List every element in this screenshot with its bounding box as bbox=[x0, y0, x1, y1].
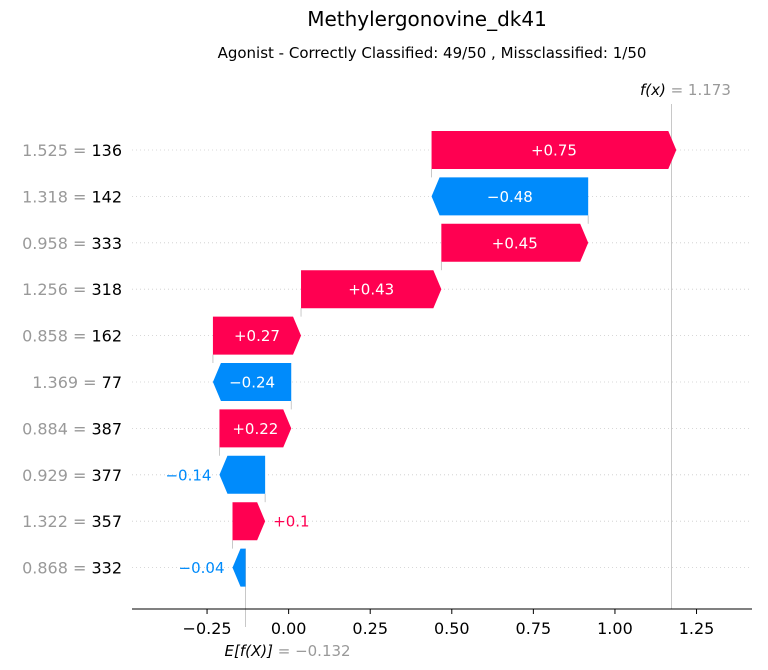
bar-positive bbox=[441, 223, 589, 262]
feature-name: 318 bbox=[91, 280, 122, 299]
x-axis: −0.25 0.00 0.25 0.50 0.75 1.00 1.25 bbox=[132, 608, 752, 638]
chart-title: Methylergonovine_dk41 bbox=[307, 7, 547, 31]
feature-label: 0.929 = 377 bbox=[22, 466, 122, 485]
feature-label: 0.884 = 387 bbox=[22, 419, 122, 438]
feature-value: 0.868 = bbox=[22, 559, 91, 578]
feature-name: 333 bbox=[91, 234, 122, 253]
feature-name: 357 bbox=[91, 512, 122, 531]
feature-name: 136 bbox=[91, 141, 122, 160]
bar-value-label: −0.24 bbox=[229, 374, 275, 392]
feature-label: 1.318 = 142 bbox=[22, 187, 122, 206]
x-tick-label: 0.00 bbox=[271, 619, 307, 638]
chart-subtitle: Agonist - Correctly Classified: 49/50 , … bbox=[218, 44, 647, 62]
feature-label: 1.322 = 357 bbox=[22, 512, 122, 531]
feature-labels: 1.525 = 136 1.318 = 142 0.958 = 333 1.256 =… bbox=[22, 141, 122, 578]
bar-negative bbox=[212, 363, 292, 401]
x-tick-label: 1.25 bbox=[679, 619, 715, 638]
feature-name: 142 bbox=[91, 187, 122, 206]
x-tick-label: −0.25 bbox=[183, 619, 232, 638]
bar-value-label: −0.14 bbox=[165, 466, 211, 484]
bar-value-label: +0.45 bbox=[492, 234, 538, 252]
base-value: = −0.132 bbox=[278, 642, 351, 660]
output-value-label: f(x) = 1.173 bbox=[640, 81, 731, 99]
base-value-label: E[f(X)] = −0.132 bbox=[225, 642, 351, 660]
bar-negative bbox=[219, 455, 266, 494]
feature-name: 387 bbox=[91, 419, 122, 438]
x-tick-label: 0.75 bbox=[516, 619, 552, 638]
feature-value: 0.929 = bbox=[22, 466, 91, 485]
feature-name: 332 bbox=[91, 559, 122, 578]
bar-positive bbox=[212, 316, 302, 355]
feature-name: 162 bbox=[91, 327, 122, 346]
feature-name: 77 bbox=[102, 373, 122, 392]
feature-label: 1.525 = 136 bbox=[22, 141, 122, 160]
bar-positive bbox=[431, 131, 677, 169]
feature-value: 0.884 = bbox=[22, 419, 91, 438]
feature-label: 0.958 = 333 bbox=[22, 234, 122, 253]
annotations: f(x) = 1.173 E[f(X)] = −0.132 bbox=[225, 81, 731, 660]
bars: +0.75 −0.48 +0.45 +0.43 +0.27 −0.24 +0.22 −0.14… bbox=[165, 131, 677, 587]
bar-value-label: −0.48 bbox=[487, 188, 533, 206]
feature-value: 1.318 = bbox=[22, 187, 91, 206]
feature-value: 0.958 = bbox=[22, 234, 91, 253]
feature-label: 0.858 = 162 bbox=[22, 327, 122, 346]
bar-positive bbox=[232, 502, 266, 541]
feature-name: 377 bbox=[91, 466, 122, 485]
bar-positive bbox=[219, 409, 292, 448]
bar-value-label: +0.27 bbox=[234, 327, 280, 345]
x-tick-label: 0.50 bbox=[434, 619, 470, 638]
feature-value: 0.858 = bbox=[22, 327, 91, 346]
output-label: f(x) bbox=[640, 81, 671, 99]
x-tick-label: 0.25 bbox=[352, 619, 388, 638]
bar-negative bbox=[431, 177, 589, 216]
x-tick-label: 1.00 bbox=[597, 619, 633, 638]
bar-value-label: −0.04 bbox=[179, 559, 225, 577]
bar-value-label: +0.43 bbox=[348, 281, 394, 299]
feature-label: 1.256 = 318 bbox=[22, 280, 122, 299]
bar-negative bbox=[232, 548, 246, 587]
feature-value: 1.369 = bbox=[32, 373, 101, 392]
bar-value-label: +0.75 bbox=[531, 142, 577, 160]
output-value: = 1.173 bbox=[671, 81, 731, 99]
base-label: E[f(X)] bbox=[225, 642, 278, 660]
feature-label: 0.868 = 332 bbox=[22, 559, 122, 578]
feature-label: 1.369 = 77 bbox=[32, 373, 122, 392]
bar-positive bbox=[301, 270, 442, 309]
feature-value: 1.256 = bbox=[22, 280, 91, 299]
bar-value-label: +0.1 bbox=[273, 513, 309, 531]
feature-value: 1.322 = bbox=[22, 512, 91, 531]
feature-value: 1.525 = bbox=[22, 141, 91, 160]
bar-value-label: +0.22 bbox=[232, 420, 278, 438]
